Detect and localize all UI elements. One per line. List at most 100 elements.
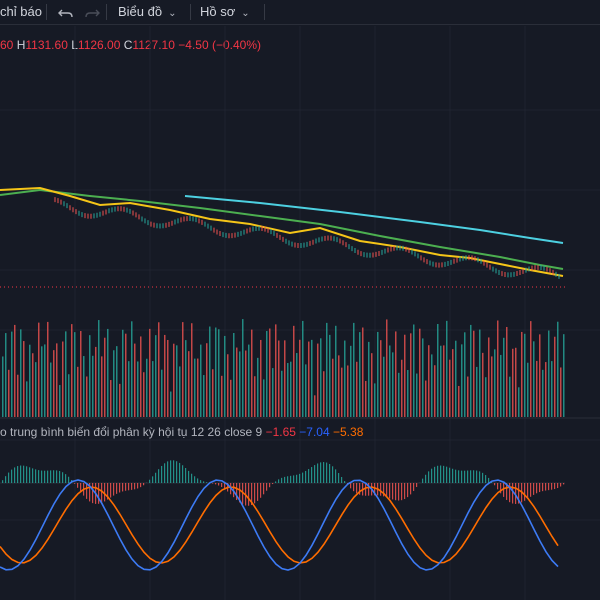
macd-histogram-bar (200, 480, 202, 483)
macd-histogram-bar (5, 476, 7, 483)
chart-menu-button[interactable]: Biểu đồ ⌄ (118, 0, 176, 24)
volume-bar (455, 340, 457, 417)
macd-histogram-bar (62, 472, 64, 483)
macd-histogram-bar (413, 483, 415, 491)
volume-bar (308, 341, 310, 417)
undo-icon[interactable] (58, 0, 74, 24)
volume-bar (191, 323, 193, 417)
volume-bar (185, 340, 187, 417)
volume-bar (374, 383, 376, 417)
volume-bar (452, 349, 454, 417)
macd-histogram-bar (428, 471, 430, 483)
macd-histogram-bar (197, 478, 199, 483)
macd-signal-value: −5.38 (333, 425, 364, 439)
macd-histogram-bar (425, 474, 427, 483)
volume-bar (41, 346, 43, 417)
macd-histogram-bar (503, 483, 505, 497)
volume-bar (467, 376, 469, 417)
macd-histogram-bar (278, 479, 280, 483)
macd-histogram-bar (518, 483, 520, 504)
volume-bar (419, 328, 421, 417)
macd-histogram-bar (20, 465, 22, 483)
macd-histogram-bar (335, 469, 337, 483)
macd-histogram-bar (239, 483, 241, 503)
volume-bar (113, 350, 115, 417)
volume-bar (494, 349, 496, 417)
macd-histogram-bar (32, 468, 34, 483)
macd-histogram-bar (266, 483, 268, 491)
volume-bar (260, 339, 262, 417)
volume-bar (404, 334, 406, 417)
macd-histogram-bar (11, 469, 13, 483)
volume-bar (395, 331, 397, 417)
redo-icon[interactable] (84, 0, 100, 24)
volume-bar (17, 374, 19, 417)
volume-bar (104, 337, 106, 417)
volume-bar (194, 358, 196, 417)
macd-histogram-bar (287, 476, 289, 483)
volume-bar (554, 336, 556, 417)
macd-histogram-bar (323, 462, 325, 483)
macd-histogram-bar (446, 466, 448, 483)
ma-cyan-line (184, 195, 564, 244)
macd-line-value: −7.04 (299, 425, 330, 439)
volume-bar (305, 364, 307, 417)
profile-menu-button[interactable]: Hồ sơ ⌄ (200, 0, 250, 24)
macd-histogram-bar (494, 483, 496, 486)
volume-bar (392, 352, 394, 417)
volume-bar (326, 322, 328, 417)
macd-histogram-bar (548, 483, 550, 491)
macd-histogram-bar (152, 476, 154, 483)
volume-bar (152, 361, 154, 417)
macd-histogram-bar (533, 483, 535, 495)
toolbar-divider (264, 4, 265, 20)
macd-histogram-bar (134, 483, 136, 490)
volume-bar (89, 335, 91, 417)
volume-bar (86, 376, 88, 417)
macd-histogram-bar (218, 483, 220, 486)
volume-bar (74, 332, 76, 417)
volume-bar (338, 355, 340, 417)
volume-bar (170, 391, 172, 417)
volume-bar (530, 321, 532, 417)
macd-histogram-bar (398, 483, 400, 501)
volume-bar (20, 329, 22, 417)
macd-histogram-bar (563, 483, 565, 485)
volume-bar (167, 339, 169, 417)
toolbar-divider (106, 4, 107, 20)
macd-histogram-bar (26, 466, 28, 483)
macd-histogram-bar (38, 470, 40, 483)
macd-histogram-bar (101, 483, 103, 503)
volume-bar (200, 344, 202, 417)
macd-histogram-bar (314, 465, 316, 483)
macd-histogram-bar (53, 470, 55, 483)
macd-histogram-bar (284, 476, 286, 483)
macd-histogram-bar (524, 483, 526, 501)
macd-histogram-bar (23, 465, 25, 483)
volume-bar (53, 350, 55, 417)
macd-histogram-bar (461, 470, 463, 483)
volume-bar (227, 354, 229, 417)
profile-menu-label: Hồ sơ (200, 4, 236, 19)
macd-histogram-bar (344, 481, 346, 483)
macd-histogram-bar (140, 483, 142, 488)
macd-histogram-bar (329, 463, 331, 483)
volume-bar (389, 345, 391, 417)
volume-bar (473, 330, 475, 417)
volume-bar (47, 321, 49, 417)
volume-bar (77, 366, 79, 417)
macd-histogram-bar (167, 461, 169, 483)
macd-histogram-bar (431, 468, 433, 483)
volume-bar (341, 367, 343, 417)
macd-histogram-bar (296, 474, 298, 483)
volume-bar (140, 336, 142, 417)
volume-bar (173, 343, 175, 417)
volume-bar (359, 332, 361, 417)
macd-histogram-bar (194, 476, 196, 483)
indicators-button[interactable]: chỉ báo (0, 4, 42, 19)
volume-bar (437, 324, 439, 417)
volume-bar (5, 333, 7, 417)
volume-bar (320, 338, 322, 417)
change-value: −4.50 (−0.40%) (178, 38, 261, 52)
